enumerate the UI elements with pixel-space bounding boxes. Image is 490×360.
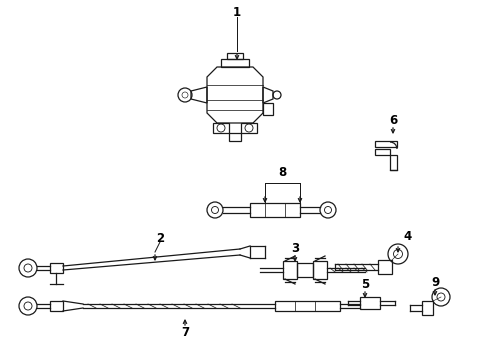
Text: 8: 8 <box>278 166 287 179</box>
Text: 2: 2 <box>156 231 164 244</box>
Text: 5: 5 <box>361 278 369 291</box>
Text: 1: 1 <box>233 5 241 18</box>
Text: 4: 4 <box>404 230 412 243</box>
Text: 6: 6 <box>389 113 397 126</box>
Text: 7: 7 <box>181 325 189 338</box>
Text: 3: 3 <box>291 242 299 255</box>
Text: 9: 9 <box>431 275 439 288</box>
